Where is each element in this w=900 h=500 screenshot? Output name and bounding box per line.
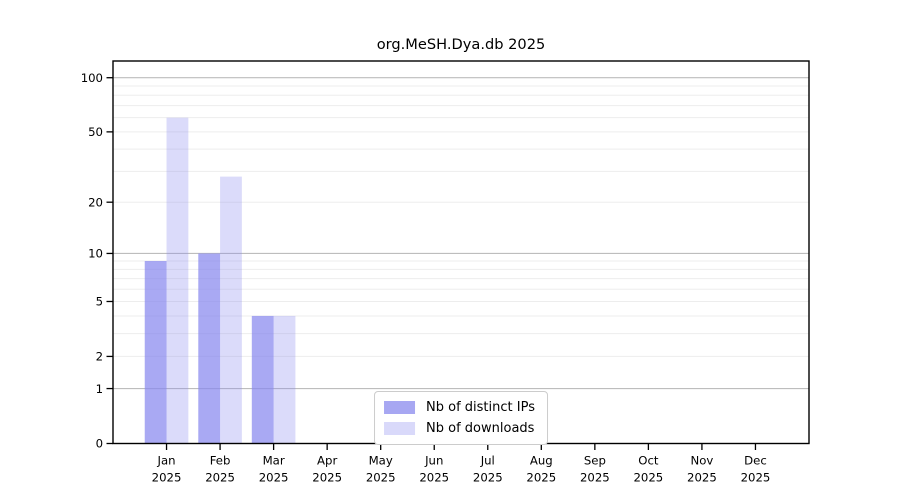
bar-distinct-ips — [144, 261, 167, 444]
bar-downloads — [166, 117, 189, 444]
x-tick-label-year: 2025 — [205, 471, 235, 485]
x-tick-label-month: May — [369, 454, 393, 468]
x-tick-label-year: 2025 — [580, 471, 610, 485]
x-tick-label-year: 2025 — [259, 471, 289, 485]
y-tick-label: 2 — [96, 350, 103, 364]
x-tick-label-year: 2025 — [687, 471, 717, 485]
legend-swatch-distinct-ips — [384, 401, 416, 414]
bar-distinct-ips — [251, 315, 274, 444]
y-tick-label: 10 — [88, 247, 103, 261]
x-tick-label-year: 2025 — [366, 471, 396, 485]
x-tick-label-month: Oct — [638, 454, 659, 468]
x-tick-label-month: Nov — [691, 454, 714, 468]
legend: Nb of distinct IPs Nb of downloads — [374, 391, 548, 445]
y-tick-label: 50 — [88, 125, 103, 139]
bar-downloads — [220, 176, 242, 444]
x-tick-label-year: 2025 — [526, 471, 556, 485]
x-tick-label-month: Aug — [530, 454, 553, 468]
bar-distinct-ips — [198, 253, 221, 444]
x-tick-label-month: Apr — [317, 454, 337, 468]
y-tick-label: 1 — [96, 382, 103, 396]
x-tick-label-year: 2025 — [634, 471, 664, 485]
y-tick-label: 5 — [96, 295, 103, 309]
y-tick-label: 100 — [81, 71, 103, 85]
x-tick-label-year: 2025 — [312, 471, 342, 485]
legend-swatch-downloads — [384, 422, 416, 435]
x-tick-label-month: Feb — [210, 454, 231, 468]
x-tick-label-year: 2025 — [419, 471, 449, 485]
x-tick-label-month: Sep — [584, 454, 606, 468]
x-tick-label-month: Mar — [263, 454, 285, 468]
bar-downloads — [273, 315, 296, 444]
x-tick-label-year: 2025 — [741, 471, 771, 485]
x-tick-label-year: 2025 — [473, 471, 503, 485]
y-tick-label: 0 — [96, 437, 103, 451]
y-tick-label: 20 — [88, 195, 103, 209]
legend-label-downloads: Nb of downloads — [426, 421, 535, 436]
x-tick-label-month: Jul — [480, 454, 495, 468]
legend-item-distinct-ips: Nb of distinct IPs — [384, 397, 535, 418]
chart-title: org.MeSH.Dya.db 2025 — [376, 36, 546, 53]
x-tick-label-month: Dec — [744, 454, 767, 468]
legend-item-downloads: Nb of downloads — [384, 418, 535, 439]
x-tick-label-month: Jun — [424, 454, 443, 468]
legend-label-distinct-ips: Nb of distinct IPs — [426, 400, 535, 415]
x-tick-label-year: 2025 — [152, 471, 182, 485]
x-tick-label-month: Jan — [157, 454, 176, 468]
